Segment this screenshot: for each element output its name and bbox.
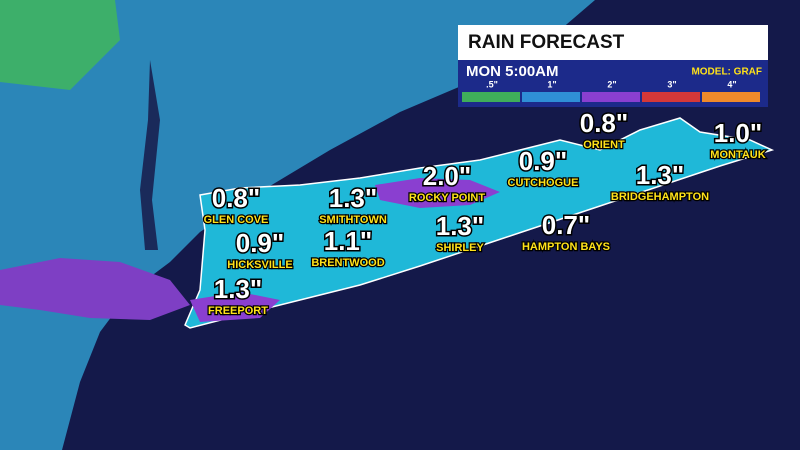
time-label: MON 5:00AM <box>466 63 559 80</box>
scale-label: 2" <box>607 79 616 89</box>
city-name: FREEPORT <box>208 305 268 317</box>
rain-amount: 0.8" <box>212 183 260 213</box>
rain-amount: 0.8" <box>580 108 628 138</box>
city-name: HICKSVILLE <box>227 259 292 271</box>
city-name: BRIDGEHAMPTON <box>611 191 709 203</box>
scale-swatch <box>522 92 580 102</box>
scale-label: .5" <box>486 79 498 89</box>
scale-label: 3" <box>667 79 676 89</box>
rain-amount: 0.7" <box>542 210 590 240</box>
rain-heavy-area <box>375 178 500 208</box>
city-name: HAMPTON BAYS <box>522 241 610 253</box>
rain-amount: 1.0" <box>714 118 762 148</box>
rain-amount: 1.3" <box>214 274 262 304</box>
rain-amount: 1.1" <box>324 226 372 256</box>
rain-amount: 0.9" <box>519 146 567 176</box>
city-name: SMITHTOWN <box>319 214 387 226</box>
rain-amount: 1.3" <box>436 211 484 241</box>
long-island <box>184 117 775 329</box>
city-name: CUTCHOGUE <box>508 177 579 189</box>
scale-label: 4" <box>727 79 736 89</box>
model-label: MODEL: GRAF <box>691 67 762 78</box>
rain-light-area <box>0 0 120 90</box>
city-name: ORIENT <box>583 139 625 151</box>
scale-label: 1" <box>547 79 556 89</box>
panel-header <box>458 25 768 60</box>
river <box>140 60 160 250</box>
scale-swatch <box>462 92 520 102</box>
city-name: SHIRLEY <box>436 242 484 254</box>
rain-heavy-area <box>190 292 280 322</box>
rain-heavy-area <box>0 258 190 320</box>
rain-amount: 1.3" <box>636 160 684 190</box>
city-name: ROCKY POINT <box>409 192 485 204</box>
city-name: MONTAUK <box>710 149 765 161</box>
scale-swatch <box>702 92 760 102</box>
panel-title: RAIN FORECAST <box>468 32 625 53</box>
legend-panel: RAIN FORECAST MON 5:00AM MODEL: GRAF <box>458 25 768 107</box>
scale-swatch <box>642 92 700 102</box>
rain-amount: 2.0" <box>423 161 471 191</box>
scale-swatch <box>582 92 640 102</box>
rain-amount: 1.3" <box>329 183 377 213</box>
city-name: GLEN COVE <box>204 214 269 226</box>
city-name: BRENTWOOD <box>311 257 384 269</box>
rain-amount: 0.9" <box>236 228 284 258</box>
